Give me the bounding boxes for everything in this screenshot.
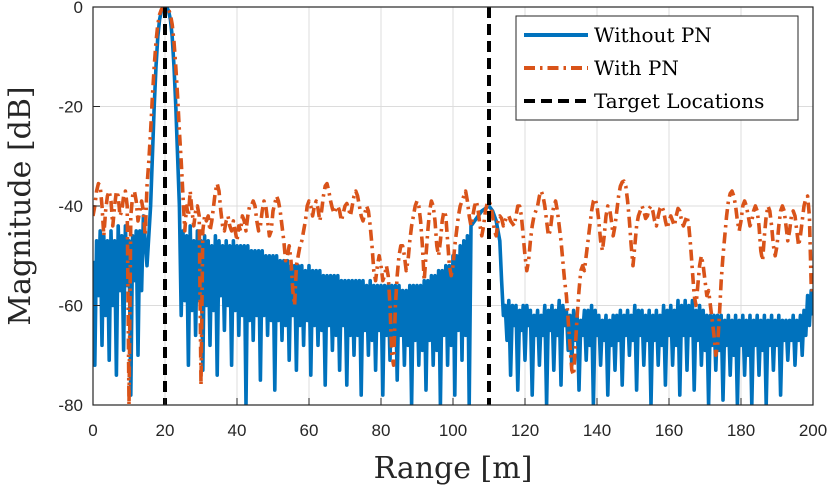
x-tick-label: 200 xyxy=(799,421,827,440)
x-axis-label: Range [m] xyxy=(374,451,533,486)
tick-marks xyxy=(92,6,814,406)
y-tick-label: -60 xyxy=(58,297,83,316)
y-tick-label: 0 xyxy=(74,0,83,17)
y-tick-label: -40 xyxy=(58,197,83,216)
x-tick-label: 120 xyxy=(511,421,539,440)
x-tick-label: 180 xyxy=(727,421,755,440)
x-tick-label: 100 xyxy=(439,421,467,440)
legend: Without PN With PN Target Locations xyxy=(515,15,799,121)
x-tick-label: 20 xyxy=(156,421,175,440)
y-tick-label: -80 xyxy=(58,396,83,415)
x-tick-label: 0 xyxy=(88,421,97,440)
x-tick-label: 160 xyxy=(655,421,683,440)
x-tick-label: 140 xyxy=(583,421,611,440)
legend-label-target-locations: Target Locations xyxy=(594,89,764,113)
x-tick-label: 40 xyxy=(228,421,247,440)
y-tick-label: -20 xyxy=(58,98,83,117)
y-axis-label: Magnitude [dB] xyxy=(3,86,38,325)
x-tick-label: 80 xyxy=(372,421,391,440)
x-tick-label: 60 xyxy=(300,421,319,440)
series-line-without-pn xyxy=(93,7,813,405)
legend-label-with-pn: With PN xyxy=(594,56,679,80)
series-line-with-pn xyxy=(93,7,813,405)
series-layer xyxy=(93,7,813,405)
legend-label-without-pn: Without PN xyxy=(594,23,712,47)
